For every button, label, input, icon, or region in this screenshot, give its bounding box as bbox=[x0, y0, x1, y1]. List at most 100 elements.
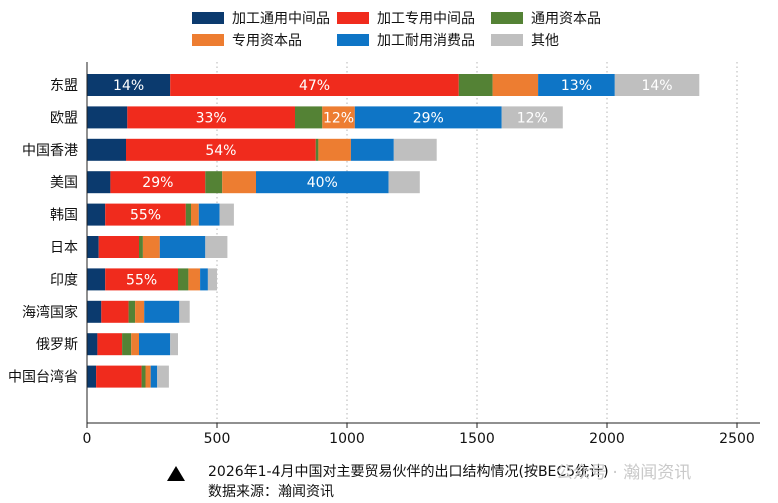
bar-segment bbox=[179, 300, 190, 323]
legend-label: 加工耐用消费品 bbox=[377, 33, 475, 49]
bar-segment bbox=[191, 203, 199, 226]
x-tick-label: 1000 bbox=[329, 431, 365, 447]
category-label: 日本 bbox=[50, 240, 78, 256]
bar-segment bbox=[205, 171, 223, 194]
bar-segment bbox=[128, 300, 136, 323]
bar-segment bbox=[87, 138, 126, 161]
category-label: 俄罗斯 bbox=[36, 337, 78, 353]
bar-segment bbox=[105, 203, 186, 226]
legend-label: 加工通用中间品 bbox=[232, 11, 330, 27]
bar-segment bbox=[142, 236, 160, 258]
bar-segment bbox=[87, 365, 97, 388]
bar-segment bbox=[126, 138, 316, 161]
bar-segment bbox=[458, 74, 493, 96]
category-label: 韩国 bbox=[50, 208, 78, 224]
data-label: 55% bbox=[126, 272, 157, 288]
category-label: 美国 bbox=[50, 175, 78, 191]
bar-segment bbox=[207, 268, 217, 291]
legend-item: 通用资本品 bbox=[491, 11, 601, 27]
chart-caption: 2026年1-4月中国对主要贸易伙伴的出口结构情况(按BEC5统计) bbox=[208, 464, 609, 480]
legend-item: 加工耐用消费品 bbox=[337, 33, 475, 49]
bar-segment bbox=[150, 365, 158, 388]
bar-segment bbox=[131, 333, 139, 356]
bar-segment bbox=[222, 171, 256, 194]
bar-segment bbox=[87, 236, 99, 258]
bar-segment bbox=[87, 203, 106, 226]
bar-segment bbox=[87, 333, 98, 356]
x-tick-label: 1500 bbox=[459, 431, 495, 447]
bar-segment bbox=[318, 138, 351, 161]
bar-segment bbox=[205, 236, 228, 258]
legend-swatch bbox=[491, 34, 523, 46]
x-tick-label: 2500 bbox=[719, 431, 755, 447]
data-label: 14% bbox=[113, 78, 144, 94]
legend-swatch bbox=[491, 12, 523, 24]
bar-segment bbox=[87, 171, 111, 194]
bar-segment bbox=[159, 236, 206, 258]
bar-segment bbox=[185, 203, 191, 226]
bar-segment bbox=[157, 365, 169, 388]
category-label: 中国香港 bbox=[22, 143, 78, 159]
bar-segment bbox=[188, 268, 201, 291]
bar-segment bbox=[350, 138, 394, 161]
bar-segment bbox=[170, 74, 459, 96]
bar-segment bbox=[538, 74, 615, 96]
data-label: 54% bbox=[205, 143, 236, 159]
bar-segment bbox=[122, 333, 132, 356]
bar-segment bbox=[135, 300, 145, 323]
bar-segment bbox=[110, 171, 206, 194]
category-label: 海湾国家 bbox=[22, 304, 78, 321]
triangle-icon bbox=[167, 466, 185, 481]
legend-label: 其他 bbox=[531, 33, 559, 49]
bar-segment bbox=[87, 74, 171, 96]
bar-segment bbox=[98, 236, 139, 258]
watermark: 公众号 · 瀚闻资讯 bbox=[556, 463, 692, 483]
bar-segment bbox=[295, 106, 323, 129]
bar-segment bbox=[96, 365, 142, 388]
bar-segment bbox=[141, 365, 146, 388]
legend-swatch bbox=[192, 12, 224, 24]
legend-item: 其他 bbox=[491, 33, 559, 49]
data-label: 47% bbox=[299, 78, 330, 94]
data-label: 13% bbox=[561, 78, 592, 94]
legend-item: 加工专用中间品 bbox=[337, 11, 475, 27]
legend-label: 通用资本品 bbox=[531, 11, 601, 27]
legend-swatch bbox=[337, 34, 369, 46]
x-tick-label: 0 bbox=[83, 431, 92, 447]
bar-segment bbox=[87, 300, 102, 323]
legend-swatch bbox=[192, 34, 224, 46]
bar-segment bbox=[145, 365, 151, 388]
legend-swatch bbox=[337, 12, 369, 24]
bar-segment bbox=[87, 268, 106, 291]
category-label: 欧盟 bbox=[50, 110, 78, 126]
legend-label: 加工专用中间品 bbox=[377, 11, 475, 27]
bar-segment bbox=[393, 138, 437, 161]
bar-segment bbox=[354, 106, 502, 129]
data-label: 33% bbox=[196, 110, 227, 126]
data-label: 40% bbox=[307, 175, 338, 191]
bar-segment bbox=[322, 106, 355, 129]
x-axis: 0 500 1000 1500 2000 2500 bbox=[83, 62, 760, 447]
category-label: 东盟 bbox=[50, 78, 78, 94]
data-label: 29% bbox=[413, 110, 444, 126]
data-label: 12% bbox=[517, 110, 548, 126]
data-label: 55% bbox=[130, 208, 161, 224]
bar-segment bbox=[101, 300, 129, 323]
bar-segment bbox=[97, 333, 123, 356]
bar-segment bbox=[127, 106, 295, 129]
bar-segment bbox=[170, 333, 178, 356]
legend-item: 专用资本品 bbox=[192, 33, 302, 49]
bar-segment bbox=[315, 138, 319, 161]
bar-segment bbox=[256, 171, 389, 194]
bar-segment bbox=[219, 203, 234, 226]
legend-label: 专用资本品 bbox=[232, 33, 302, 49]
x-tick-label: 2000 bbox=[589, 431, 625, 447]
data-label: 29% bbox=[142, 175, 173, 191]
bar-segment bbox=[87, 106, 128, 129]
category-label: 中国台湾省 bbox=[8, 369, 78, 386]
bar-segment bbox=[200, 268, 208, 291]
data-label: 14% bbox=[641, 78, 672, 94]
bar-segment bbox=[492, 74, 539, 96]
